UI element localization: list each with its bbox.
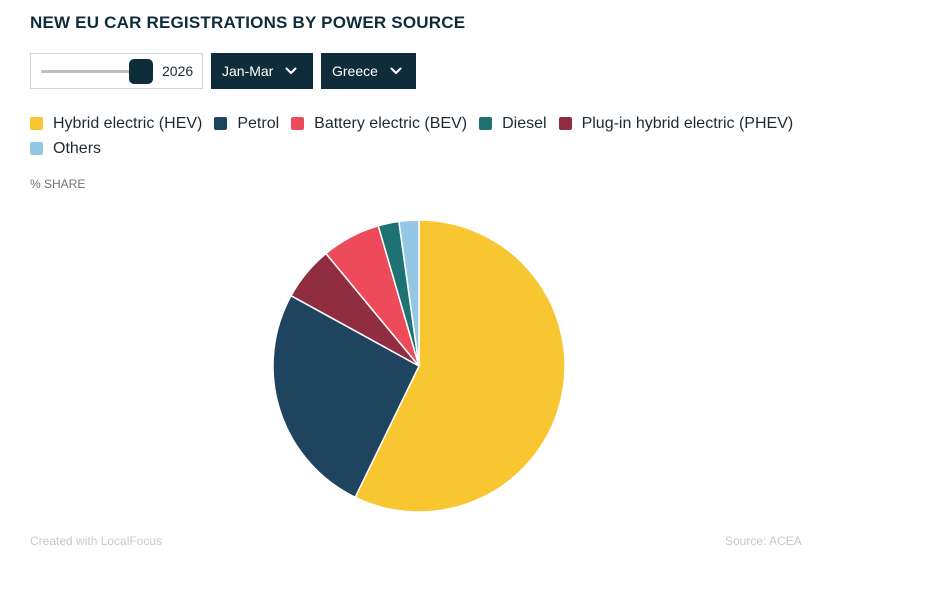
legend-label: Others — [53, 139, 102, 157]
slider-handle[interactable] — [129, 59, 153, 84]
unit-label: % SHARE — [30, 177, 86, 191]
period-dropdown-label: Jan-Mar — [222, 63, 274, 79]
legend-item[interactable]: Others — [30, 139, 101, 158]
legend-item[interactable]: Hybrid electric (HEV) — [30, 114, 202, 133]
legend-swatch — [30, 117, 43, 130]
source-text: Source: ACEA — [725, 534, 802, 548]
legend-item[interactable]: Plug-in hybrid electric (PHEV) — [558, 114, 794, 133]
chart-controls: 2026 Jan-Mar Greece — [30, 53, 416, 89]
legend-item[interactable]: Petrol — [214, 114, 279, 133]
chart-legend: Hybrid electric (HEV) Petrol Battery elect… — [30, 114, 830, 158]
pie-slice-hybrid-electric-hev[interactable] — [354, 219, 566, 513]
chevron-down-icon — [390, 67, 402, 74]
legend-item[interactable]: Battery electric (BEV) — [291, 114, 467, 133]
legend-label: Plug-in hybrid electric (PHEV) — [581, 114, 794, 132]
legend-label: Battery electric (BEV) — [314, 114, 468, 132]
country-dropdown[interactable]: Greece — [321, 53, 416, 89]
legend-label: Diesel — [502, 114, 547, 132]
chevron-down-icon — [285, 67, 297, 74]
year-slider[interactable]: 2026 — [30, 53, 203, 89]
legend-swatch — [479, 117, 493, 130]
period-dropdown[interactable]: Jan-Mar — [211, 53, 313, 89]
slider-track — [41, 70, 153, 73]
credit-text: Created with LocalFocus — [30, 534, 163, 548]
legend-swatch — [30, 142, 43, 155]
legend-label: Petrol — [237, 114, 280, 132]
year-value: 2026 — [162, 63, 194, 79]
legend-item[interactable]: Diesel — [479, 114, 547, 133]
legend-swatch — [558, 117, 572, 130]
country-dropdown-label: Greece — [332, 63, 378, 79]
legend-swatch — [214, 117, 228, 130]
legend-label: Hybrid electric (HEV) — [53, 114, 203, 132]
legend-swatch — [291, 117, 305, 130]
pie-slice-others[interactable] — [398, 219, 420, 367]
chart-title: NEW EU CAR REGISTRATIONS BY POWER SOURCE — [30, 13, 466, 32]
